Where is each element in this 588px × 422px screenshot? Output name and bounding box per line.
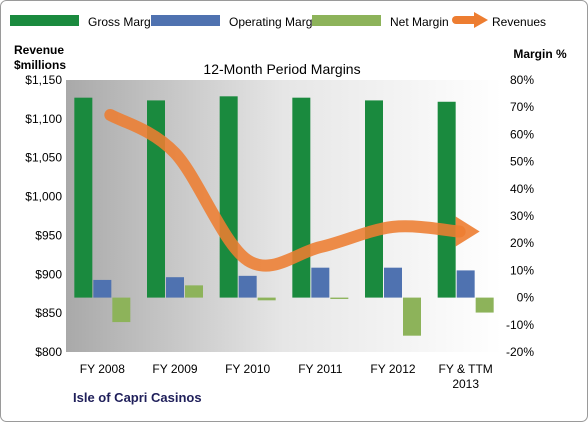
category-label: FY 2009 — [152, 362, 197, 376]
gross-margin-bar — [219, 96, 238, 298]
right-tick-label: 0% — [517, 291, 535, 305]
revenue-arrowhead — [455, 216, 480, 247]
left-tick-label: $950 — [35, 228, 62, 242]
operating-margin-bar — [311, 267, 330, 298]
left-axis-title-line: $millions — [14, 58, 66, 72]
gross-margin-bar — [292, 97, 311, 298]
legend-label: Operating Margin — [229, 15, 322, 29]
company-name: Isle of Capri Casinos — [73, 390, 202, 405]
gross-margin-bar — [147, 100, 165, 298]
right-tick-label: -10% — [506, 318, 534, 332]
right-tick-label: -20% — [506, 345, 534, 359]
legend-label: Gross Margin — [88, 15, 160, 29]
category-label-line: FY 2010 — [225, 362, 270, 376]
left-tick-label: $1,050 — [25, 151, 62, 165]
category-label-line: 2013 — [452, 377, 479, 391]
right-tick-label: 70% — [510, 100, 534, 114]
operating-margin-bar — [93, 279, 112, 298]
category-label: FY 2008 — [80, 362, 125, 376]
legend-label: Net Margin — [390, 15, 449, 29]
category-label: FY & TTM 2013 — [439, 362, 493, 391]
left-axis-ticks: $800 $850 $900 $950 $1,000 $1,050 $1,100 $1,150 — [25, 73, 62, 359]
revenue-line-group — [104, 108, 480, 272]
left-axis-title-line: Revenue — [14, 43, 64, 57]
right-tick-label: 30% — [510, 209, 534, 223]
category-label-line: FY 2011 — [298, 362, 343, 376]
net-margin-bar — [185, 285, 203, 298]
gross-margin-bar — [365, 100, 383, 298]
operating-margin-bar — [238, 275, 257, 298]
left-tick-label: $900 — [35, 267, 62, 281]
legend-arrowhead — [474, 12, 488, 28]
chart-title: 12-Month Period Margins — [203, 61, 360, 77]
left-tick-label: $1,100 — [25, 112, 62, 126]
legend-swatch — [312, 15, 381, 26]
revenue-line — [104, 108, 466, 272]
legend-label: Revenues — [492, 15, 546, 29]
operating-margin-bar — [166, 277, 184, 298]
net-margin-bar — [112, 297, 131, 323]
left-tick-label: $1,000 — [25, 190, 62, 204]
left-tick-label: $800 — [35, 345, 62, 359]
right-tick-label: 80% — [510, 73, 534, 87]
right-tick-label: 20% — [510, 236, 534, 250]
legend-swatch — [10, 15, 79, 26]
right-axis-ticks: -20% -10% 0% 10% 20% 30% 40% 50% 60% 70% 80% — [506, 73, 534, 359]
right-tick-label: 10% — [510, 263, 534, 277]
gross-margin-bar — [437, 101, 456, 298]
right-tick-label: 60% — [510, 127, 534, 141]
category-label: FY 2010 — [225, 362, 270, 376]
right-tick-label: 50% — [510, 155, 534, 169]
gross-margin-bar — [74, 97, 93, 298]
left-axis-title: Revenue $millions — [14, 43, 66, 72]
category-label: FY 2011 — [298, 362, 343, 376]
operating-margin-bar — [456, 270, 475, 298]
legend: Gross Margin Operating Margin Net Margin Re… — [10, 12, 546, 29]
net-margin-bar — [403, 297, 421, 336]
legend-swatch — [151, 15, 220, 26]
category-label-line: FY 2008 — [80, 362, 125, 376]
category-label-line: FY 2012 — [370, 362, 415, 376]
left-tick-label: $850 — [35, 306, 62, 320]
category-labels: FY 2008 FY 2009 FY 2010 FY 2011 FY 2012 FY & … — [80, 362, 493, 391]
net-margin-bar — [475, 297, 494, 313]
category-label-line: FY 2009 — [152, 362, 197, 376]
operating-margin-bar — [384, 267, 402, 298]
right-tick-label: 40% — [510, 182, 534, 196]
net-margin-bar — [330, 297, 349, 299]
category-label: FY 2012 — [370, 362, 415, 376]
net-margin-bar — [257, 297, 276, 301]
left-tick-label: $1,150 — [25, 73, 62, 87]
category-label-line: FY & TTM — [439, 362, 493, 376]
right-axis-title: Margin % — [513, 47, 567, 61]
